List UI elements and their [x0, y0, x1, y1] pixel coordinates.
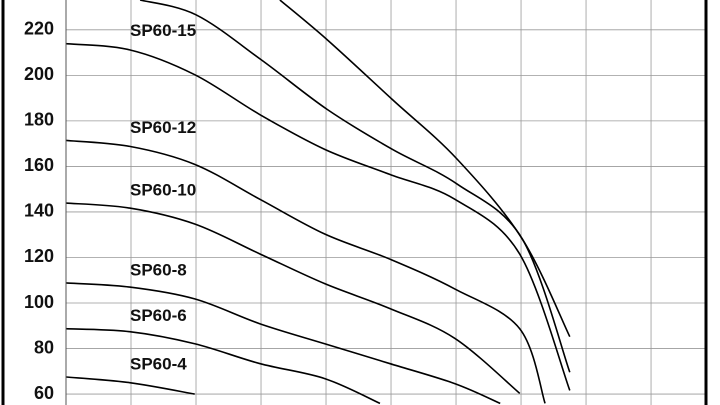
curve-label: SP60-12: [130, 118, 196, 137]
y-tick-label: 220: [24, 19, 54, 39]
pump-curve: [66, 42, 571, 391]
pump-curve: [66, 282, 501, 405]
pump-curve: [66, 139, 546, 404]
curve-label: SP60-15: [130, 21, 196, 40]
pump-curve: [66, 376, 195, 395]
curve-label: SP60-8: [130, 260, 187, 279]
labels: 60 80 100 120 140 160 180 200 220 SP60-15 SP60-12 S…: [24, 19, 196, 403]
y-tick-label: 180: [24, 110, 54, 130]
curve-label: SP60-10: [130, 181, 196, 200]
pump-curve: [66, 202, 521, 395]
y-tick-label: 120: [24, 246, 54, 266]
curve-label: SP60-4: [130, 354, 187, 373]
y-tick-label: 160: [24, 155, 54, 175]
pump-curve: [66, 327, 381, 405]
curves: [66, 0, 571, 405]
grid: [65, 0, 705, 405]
y-tick-label: 200: [24, 64, 54, 84]
pump-curve: [279, 0, 571, 338]
y-tick-label: 60: [34, 383, 54, 403]
curve-label: SP60-6: [130, 306, 187, 325]
pump-curve: [139, 0, 571, 373]
y-tick-label: 140: [24, 201, 54, 221]
y-tick-label: 100: [24, 292, 54, 312]
y-tick-label: 80: [34, 337, 54, 357]
